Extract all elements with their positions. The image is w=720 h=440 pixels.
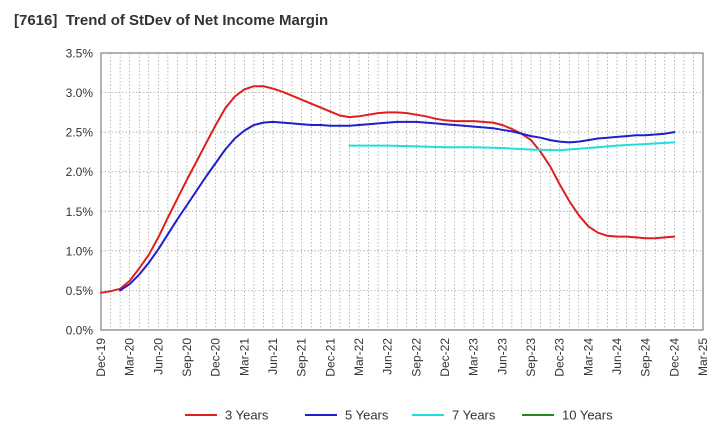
x-tick-label: Mar-20	[123, 338, 137, 376]
y-tick-label: 1.0%	[66, 244, 94, 258]
grid-lines	[100, 52, 704, 331]
x-tick-label: Sep-24	[639, 338, 653, 377]
legend: 3 Years 5 Years 7 Years 10 Years	[185, 408, 613, 423]
y-tick-label: 1.5%	[66, 205, 94, 219]
series-lines	[100, 85, 676, 294]
series-line-7-years	[348, 141, 676, 152]
axes: 0.0% 0.5% 1.0% 1.5% 2.0% 2.5% 3.0% 3.5% Dec-19 Ma…	[66, 47, 710, 377]
x-tick-label: Sep-20	[180, 338, 194, 377]
x-tick-label: Dec-22	[438, 338, 452, 377]
y-tick-label: 3.5%	[66, 47, 94, 61]
x-tick-label: Jun-24	[610, 338, 624, 375]
x-tick-label: Jun-22	[381, 338, 395, 375]
x-tick-label: Sep-23	[524, 338, 538, 377]
chart-title: [7616] Trend of StDev of Net Income Marg…	[14, 12, 329, 29]
x-tick-label: Jun-20	[151, 338, 165, 375]
x-tick-label: Mar-22	[352, 338, 366, 376]
series-line-5-years	[119, 120, 676, 292]
y-tick-label: 3.0%	[66, 86, 94, 100]
x-tick-label: Dec-20	[209, 338, 223, 377]
legend-label-3-years: 3 Years	[225, 408, 269, 423]
x-tick-label: Dec-19	[94, 338, 108, 377]
x-tick-label: Dec-23	[553, 338, 567, 377]
x-tick-label: Sep-21	[295, 338, 309, 377]
x-tick-label: Dec-21	[323, 338, 337, 377]
series-line-3-years	[100, 85, 676, 294]
y-tick-label: 0.5%	[66, 284, 94, 298]
legend-label-7-years: 7 Years	[452, 408, 496, 423]
y-tick-label: 2.5%	[66, 126, 94, 140]
x-tick-label: Mar-23	[467, 338, 481, 376]
legend-label-10-years: 10 Years	[562, 408, 613, 423]
x-tick-label: Sep-22	[409, 338, 423, 377]
x-tick-label: Mar-21	[237, 338, 251, 376]
x-tick-label: Mar-25	[696, 338, 710, 376]
legend-label-5-years: 5 Years	[345, 408, 389, 423]
x-tick-label: Mar-24	[581, 338, 595, 376]
y-tick-label: 2.0%	[66, 165, 94, 179]
y-tick-label: 0.0%	[66, 324, 94, 338]
x-tick-label: Dec-24	[667, 338, 681, 377]
plot-frame	[100, 52, 704, 331]
x-tick-label: Jun-21	[266, 338, 280, 375]
x-tick-label: Jun-23	[495, 338, 509, 375]
